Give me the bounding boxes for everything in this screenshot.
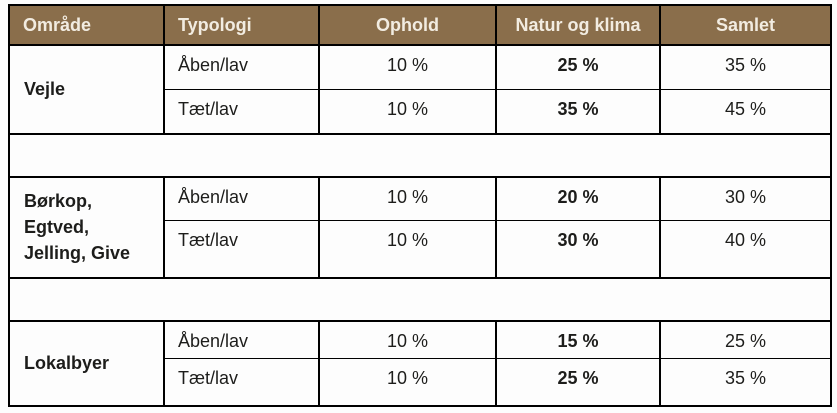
typology-cell: Åben/lav: [163, 176, 320, 221]
spacer-row: [9, 133, 831, 178]
col-header-typologi: Typologi: [163, 4, 320, 46]
area-cell-vejle: Vejle: [8, 44, 165, 135]
samlet-cell: 25 %: [659, 320, 832, 359]
typology-cell: Åben/lav: [163, 44, 320, 90]
natur-og-klima-cell: 20 %: [495, 176, 661, 221]
natur-og-klima-cell: 15 %: [495, 320, 661, 359]
natur-og-klima-cell: 30 %: [495, 219, 661, 279]
ophold-cell: 10 %: [318, 176, 497, 221]
typology-cell: Åben/lav: [163, 320, 320, 359]
col-header-natur-og-klima: Natur og klima: [495, 4, 661, 46]
typology-cell: Tæt/lav: [163, 88, 320, 135]
samlet-cell: 35 %: [659, 44, 832, 90]
area-typology-percentage-table: Område Typologi Ophold Natur og klima Sa…: [8, 4, 832, 407]
natur-og-klima-cell: 25 %: [495, 357, 661, 407]
spacer-cell: [9, 277, 831, 322]
col-header-ophold: Ophold: [318, 4, 497, 46]
ophold-cell: 10 %: [318, 357, 497, 407]
area-cell-lokalbyer: Lokalbyer: [8, 320, 165, 407]
samlet-cell: 40 %: [659, 219, 832, 279]
samlet-cell: 35 %: [659, 357, 832, 407]
area-cell-borkop-egtved-jelling-give: Børkop, Egtved, Jelling, Give: [8, 176, 165, 279]
table-row: Vejle Åben/lav 10 % 25 % 35 %: [8, 44, 832, 135]
col-header-samlet: Samlet: [659, 4, 832, 46]
ophold-cell: 10 %: [318, 88, 497, 135]
natur-og-klima-cell: 35 %: [495, 88, 661, 135]
ophold-cell: 10 %: [318, 219, 497, 279]
table-row: Lokalbyer Åben/lav 10 % 15 % 25 %: [8, 320, 832, 407]
header-row: Område Typologi Ophold Natur og klima Sa…: [8, 4, 832, 46]
spacer-row: [9, 277, 831, 322]
spacer-cell: [9, 133, 831, 178]
ophold-cell: 10 %: [318, 320, 497, 359]
samlet-cell: 45 %: [659, 88, 832, 135]
table-row: Tæt/lav 10 % 30 % 40 %: [9, 219, 832, 279]
typology-cell: Tæt/lav: [163, 219, 320, 279]
table-row: Tæt/lav 10 % 35 % 45 %: [9, 88, 832, 135]
table-row: Tæt/lav 10 % 25 % 35 %: [9, 357, 832, 407]
typology-cell: Tæt/lav: [163, 357, 320, 407]
natur-og-klima-cell: 25 %: [495, 44, 661, 90]
samlet-cell: 30 %: [659, 176, 832, 221]
table-row: Børkop, Egtved, Jelling, Give Åben/lav 1…: [8, 176, 832, 279]
col-header-omrade: Område: [8, 4, 165, 46]
ophold-cell: 10 %: [318, 44, 497, 90]
